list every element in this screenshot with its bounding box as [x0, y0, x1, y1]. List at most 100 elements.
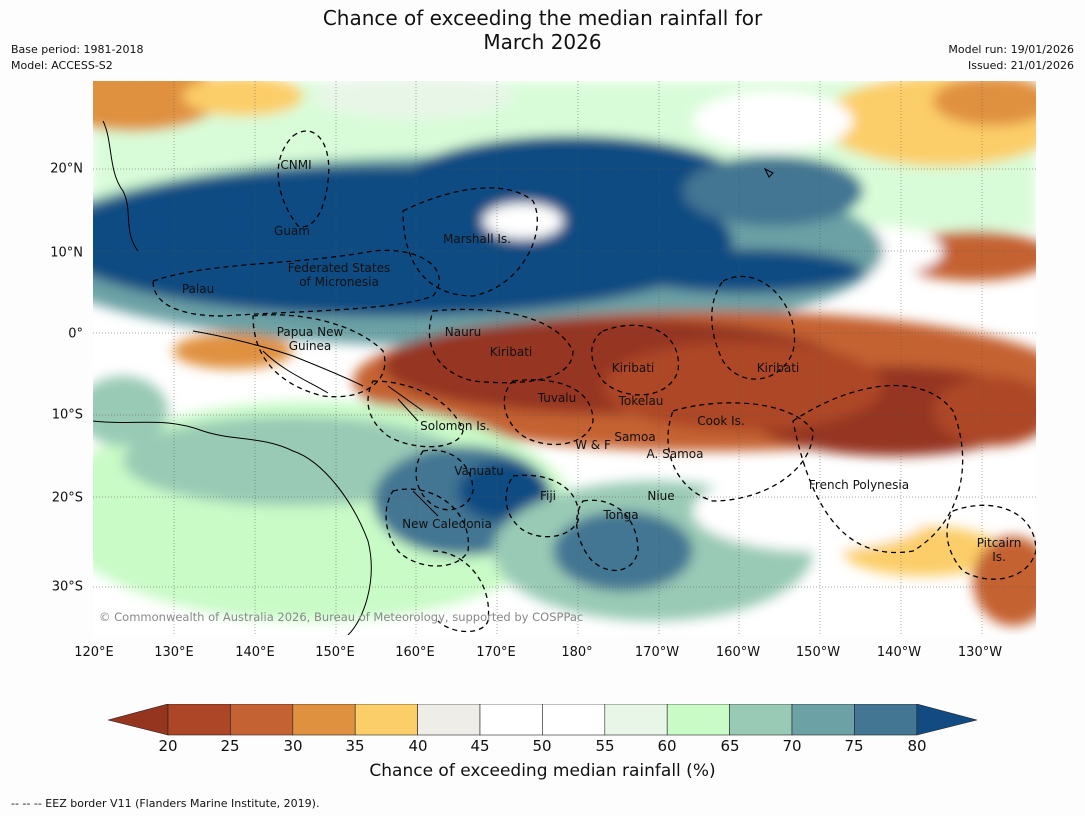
base-period: Base period: 1981-2018 [11, 43, 144, 56]
forecast-map: CNMI Guam Marshall Is. Federated States … [93, 81, 1036, 635]
south-wet-core [458, 461, 548, 521]
label-vanuatu: Vanuatu [454, 464, 504, 478]
eez-kiribati-w [428, 308, 574, 384]
label-png: Papua New Guinea [277, 325, 344, 353]
coastlines [93, 120, 774, 635]
lat-tick: 20°N [50, 161, 83, 177]
coast-solomon [387, 385, 424, 422]
lon-tick: 120°E [74, 645, 114, 660]
north-east-dry-2 [933, 81, 1036, 126]
coast-australia [93, 420, 372, 635]
lat-tick: 0° [68, 326, 83, 342]
label-niue: Niue [647, 489, 675, 503]
label-png-line-1: Papua New [276, 325, 344, 339]
label-french-polynesia: French Polynesia [808, 478, 910, 492]
colorbar-tick: 70 [782, 737, 802, 755]
colorbar-seg-70 [791, 703, 855, 736]
label-pitcairn: Pitcairn Is. [977, 536, 1022, 564]
label-fsm-line-1: Federated States [287, 261, 391, 275]
label-tonga: Tonga [603, 508, 639, 522]
south-east-white [693, 471, 933, 551]
copyright-notice: © Commonwealth of Australia 2026, Bureau… [99, 610, 584, 624]
lon-tick: 130°E [154, 645, 194, 660]
label-fiji: Fiji [539, 489, 557, 503]
wet-band-east [623, 249, 863, 293]
label-cnmi: CNMI [280, 158, 312, 172]
coast-new-guinea [192, 330, 364, 394]
south-central-wet [553, 511, 693, 591]
eez-fiji [505, 474, 580, 538]
label-palau: Palau [181, 282, 215, 296]
lon-tick: 150°E [315, 645, 355, 660]
colorbar-tick: 20 [158, 737, 178, 755]
label-american-samoa: A. Samoa [646, 447, 704, 461]
png-dry [173, 333, 293, 369]
colorbar-seg-40 [417, 703, 481, 736]
dry-tongue-center [603, 341, 883, 431]
map-canvas [93, 81, 1036, 635]
colorbar-tick: 55 [595, 737, 615, 755]
colorbar-tick: 65 [720, 737, 740, 755]
eez-png [252, 314, 386, 398]
colorbar-high-arrow [916, 703, 978, 736]
colorbar-label: Chance of exceeding median rainfall (%) [369, 761, 716, 781]
label-tuvalu: Tuvalu [537, 391, 577, 405]
colorbar-tick: 35 [345, 737, 365, 755]
label-pitcairn-line-1: Pitcairn [976, 536, 1022, 550]
colorbar-tick: 75 [844, 737, 864, 755]
title-line-1: Chance of exceeding the median rainfall … [322, 6, 763, 30]
north-central-white-2 [313, 81, 513, 118]
coast-philippines [102, 120, 139, 252]
lon-tick: 170°E [476, 645, 516, 660]
lon-tick: 180° [561, 645, 593, 660]
eez-marshall [402, 187, 538, 297]
eez-pitcairn [946, 504, 1036, 580]
lon-tick: 130°W [957, 645, 1003, 660]
label-new-caledonia: New Caledonia [402, 517, 492, 531]
label-wallis-futuna: W & F [575, 438, 611, 452]
south-wet-west [93, 376, 168, 446]
colorbar-seg-20 [167, 703, 231, 736]
lon-tick: 170°W [634, 645, 680, 660]
coast-hawaii [763, 167, 774, 178]
title: Chance of exceeding the median rainfall … [0, 6, 1085, 54]
eez-borders [152, 130, 1036, 633]
colorbar-seg-30 [292, 703, 356, 736]
graticule [93, 81, 1036, 635]
colorbar-seg-35 [354, 703, 418, 736]
colorbar-tick: 45 [470, 737, 490, 755]
colorbar-seg-75 [854, 703, 918, 736]
model-run: Model run: 19/01/2026 [948, 43, 1074, 56]
lat-tick: 10°N [50, 245, 83, 261]
eez-kiribati-e [711, 275, 796, 380]
colorbar-seg-55 [604, 703, 668, 736]
colorbar-tick: 25 [220, 737, 240, 755]
eez-footnote: -- -- -- EEZ border V11 (Flanders Marine… [11, 797, 320, 810]
colorbar-tick: 40 [408, 737, 428, 755]
eez-new-caledonia [385, 488, 469, 567]
label-marshall: Marshall Is. [443, 232, 511, 246]
eez-tonga [576, 499, 639, 572]
lat-tick: 10°S [51, 407, 83, 423]
colorbar-seg-25 [230, 703, 294, 736]
label-cook: Cook Is. [697, 414, 745, 428]
label-nauru: Nauru [444, 325, 482, 339]
lon-tick: 140°W [876, 645, 922, 660]
lon-tick: 160°E [395, 645, 435, 660]
label-kiribati-west: Kiribati [489, 345, 533, 359]
colorbar-tick: 30 [283, 737, 303, 755]
colorbar-seg-60 [666, 703, 730, 736]
colorbar-seg-45 [479, 703, 543, 736]
eez-fpoly [792, 384, 964, 553]
meta-right: Model run: 19/01/2026 Issued: 21/01/2026 [948, 42, 1074, 74]
model-name: Model: ACCESS-S2 [11, 59, 113, 72]
eez-fsm [152, 249, 440, 317]
eez-vanuatu [415, 449, 474, 511]
eez-cnmi [277, 130, 330, 228]
label-guam: Guam [274, 224, 310, 238]
wet-band-core-3 [683, 156, 863, 226]
colorbar [106, 703, 978, 736]
lat-tick: 30°S [51, 579, 83, 595]
colorbar-tick: 50 [532, 737, 552, 755]
colorbar-tick: 80 [907, 737, 927, 755]
